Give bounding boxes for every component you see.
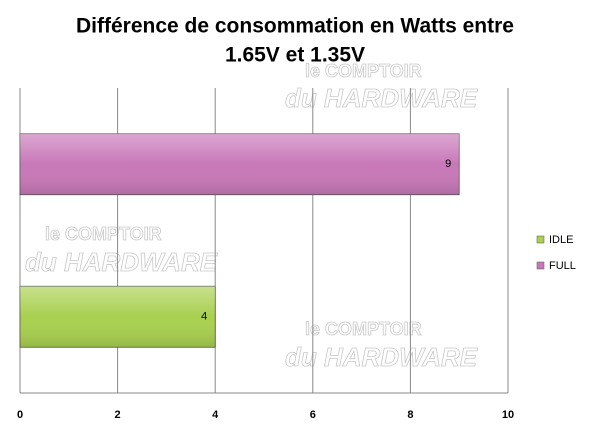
legend-label: IDLE — [549, 234, 573, 246]
chart-title: 1.65V et 1.35V — [225, 44, 365, 67]
x-tick-label: 4 — [212, 409, 219, 421]
x-tick-label: 10 — [502, 409, 514, 421]
chart-title: Différence de consommation en Watts entr… — [76, 15, 514, 38]
value-label: 4 — [201, 311, 207, 323]
x-tick-label: 6 — [310, 409, 316, 421]
watermark: le COMPTOIR — [305, 319, 422, 339]
value-label: 9 — [445, 158, 451, 170]
legend-swatch — [536, 235, 545, 244]
x-tick-label: 8 — [407, 409, 413, 421]
legend-label: FULL — [549, 260, 576, 272]
x-tick-label: 2 — [115, 409, 121, 421]
watermark: du HARDWARE — [285, 342, 478, 372]
legend-swatch — [536, 261, 545, 270]
x-tick-label: 0 — [17, 409, 23, 421]
watermark: le COMPTOIR — [45, 224, 162, 244]
bar-shade — [20, 133, 460, 195]
watermark: du HARDWARE — [25, 247, 218, 277]
watermarks: le COMPTOIR du HARDWARE le COMPTOIR du H… — [25, 60, 479, 372]
bar-shade — [20, 286, 216, 348]
watermark: du HARDWARE — [285, 83, 478, 113]
watermark: le COMPTOIR — [305, 61, 422, 81]
